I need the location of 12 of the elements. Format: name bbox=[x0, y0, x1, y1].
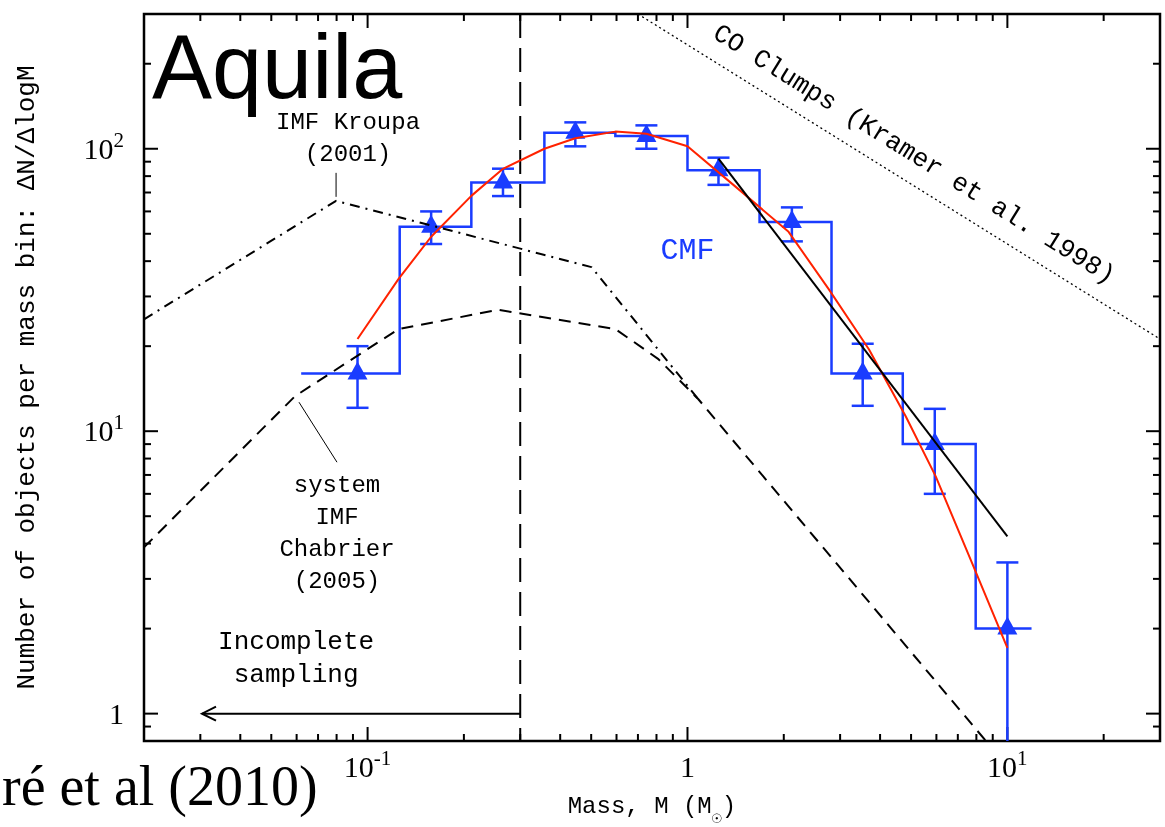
y-tick-label: 1 bbox=[109, 696, 124, 730]
annotation: Incomplete sampling bbox=[218, 626, 375, 690]
y-tick-label: 10$^{1}$ bbox=[83, 410, 124, 448]
y-axis-title: Number of objects per mass bin: ΔN/ΔlogM bbox=[12, 65, 42, 690]
x-tick-label: 10$^{-1}$ bbox=[343, 746, 392, 783]
series-label: CMF bbox=[660, 234, 715, 268]
x-tick-label: 10$^{1}$ bbox=[987, 746, 1028, 783]
y-tick-label: 10$^{2}$ bbox=[83, 127, 124, 165]
annotation: system IMF Chabrier (2005) bbox=[279, 472, 395, 596]
text: ré et al (2010) bbox=[2, 755, 318, 818]
x-axis-title: Mass, M (M$_{☉}$) bbox=[567, 793, 737, 827]
x-tick-label: 1 bbox=[679, 750, 695, 783]
